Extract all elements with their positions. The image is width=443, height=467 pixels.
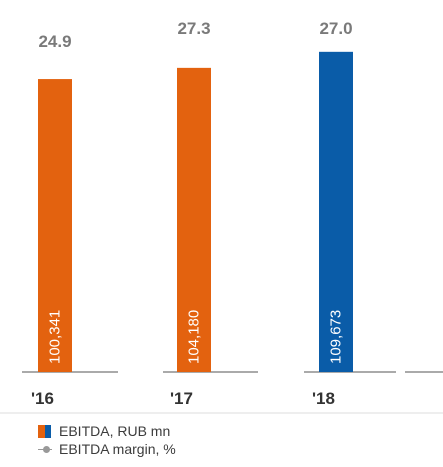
swatch-orange <box>38 424 45 438</box>
legend-item-margin: EBITDA margin, % <box>38 441 176 457</box>
legend-item-ebitda: EBITDA, RUB mn <box>38 423 170 439</box>
swatch-blue <box>44 424 51 438</box>
category-label-1: '17 <box>170 389 193 408</box>
category-label-2: '18 <box>312 389 335 408</box>
line-series-marker-icon <box>38 443 52 456</box>
bar-series-swatch-icon <box>38 424 51 438</box>
bar-0 <box>38 79 72 372</box>
bar-value-label-1: 104,180 <box>186 310 203 364</box>
margin-value-label-2: 27.0 <box>319 19 352 38</box>
bar-1 <box>177 67 211 373</box>
bar-value-label-0: 100,341 <box>47 310 64 364</box>
legend-label-ebitda: EBITDA, RUB mn <box>59 423 171 439</box>
margin-value-label-1: 27.3 <box>177 19 210 38</box>
bar-2 <box>319 51 353 373</box>
margin-value-label-0: 24.9 <box>38 32 71 51</box>
line-marker-dot <box>43 445 50 453</box>
bar-value-label-2: 109,673 <box>328 310 345 364</box>
legend-label-margin: EBITDA margin, % <box>59 441 176 457</box>
category-label-0: '16 <box>31 389 54 408</box>
